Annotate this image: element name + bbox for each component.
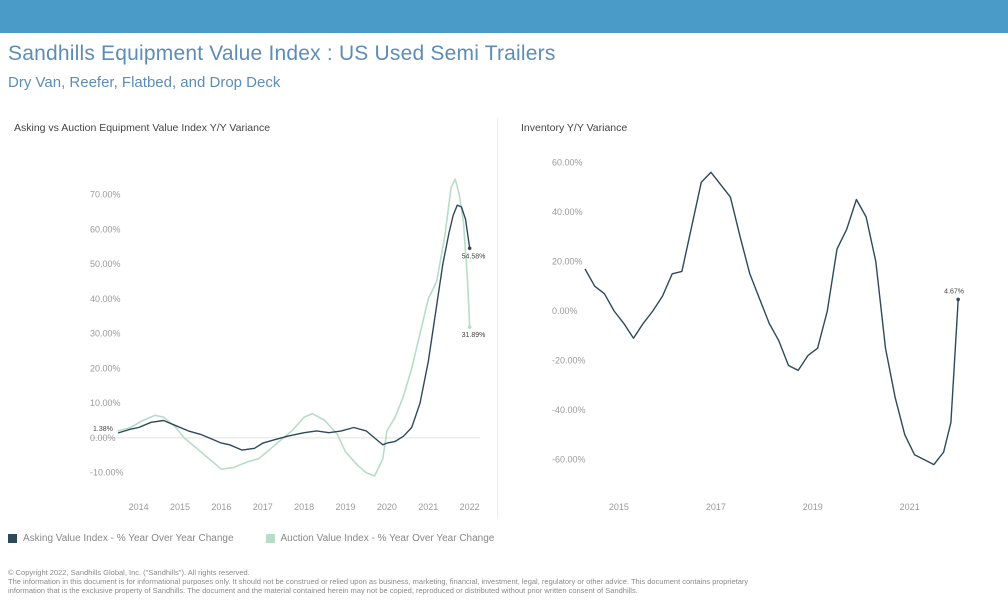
- left-ytick-label: 70.00%: [90, 190, 121, 200]
- legend-swatch-auction: [265, 534, 275, 543]
- footer-line-3: information that is the exclusive proper…: [8, 586, 638, 595]
- legend-item-asking[interactable]: Asking Value Index - % Year Over Year Ch…: [8, 533, 234, 544]
- right-xtick-label: 2021: [900, 502, 920, 512]
- right-ytick-label: -60.00%: [552, 455, 586, 465]
- panel-divider: [497, 118, 498, 518]
- left-xtick-label: 2022: [460, 502, 480, 512]
- right-data-label-inventory: 4.67%: [944, 288, 964, 295]
- left-ytick-label: 20.00%: [90, 363, 121, 373]
- legend-item-auction[interactable]: Auction Value Index - % Year Over Year C…: [265, 533, 495, 544]
- left-data-label-asking: 54.58%: [462, 253, 486, 260]
- left-xtick-label: 2015: [170, 502, 190, 512]
- right-xtick-label: 2015: [609, 502, 629, 512]
- right-chart-title: Inventory Y/Y Variance: [521, 122, 628, 134]
- left-data-label-start: 1.38%: [93, 426, 113, 433]
- legend-label-asking: Asking Value Index - % Year Over Year Ch…: [23, 533, 234, 544]
- left-chart-title: Asking vs Auction Equipment Value Index …: [14, 122, 271, 134]
- right-ytick-label: -20.00%: [552, 356, 586, 366]
- inventory-series-end-point: [956, 297, 960, 302]
- chart-legend: Asking Value Index - % Year Over Year Ch…: [8, 533, 526, 544]
- left-xtick-label: 2017: [253, 502, 273, 512]
- left-ytick-label: 0.00%: [90, 433, 116, 443]
- left-ytick-label: 30.00%: [90, 329, 121, 339]
- legend-label-auction: Auction Value Index - % Year Over Year C…: [280, 533, 495, 544]
- page-subtitle: Dry Van, Reefer, Flatbed, and Drop Deck: [8, 74, 281, 91]
- left-ytick-label: 50.00%: [90, 259, 121, 269]
- left-data-label-auction: 31.89%: [462, 332, 486, 339]
- left-ytick-label: -10.00%: [90, 468, 124, 478]
- left-xtick-label: 2021: [418, 502, 438, 512]
- left-xtick-label: 2018: [294, 502, 314, 512]
- left-xtick-label: 2016: [211, 502, 231, 512]
- right-ytick-label: 40.00%: [552, 207, 583, 217]
- left-ytick-label: 40.00%: [90, 294, 121, 304]
- asking-series-line: [117, 204, 471, 451]
- copyright-footer: © Copyright 2022, Sandhills Global, Inc.…: [8, 568, 998, 595]
- page-title: Sandhills Equipment Value Index : US Use…: [8, 42, 556, 65]
- auction-series-end-point: [467, 325, 472, 329]
- left-xtick-label: 2019: [336, 502, 356, 512]
- right-ytick-label: -40.00%: [552, 405, 586, 415]
- left-xtick-label: 2020: [377, 502, 397, 512]
- inventory-series-line: [584, 171, 959, 466]
- right-ytick-label: 60.00%: [552, 157, 583, 167]
- left-xtick-label: 2014: [129, 502, 149, 512]
- legend-swatch-asking: [8, 534, 17, 543]
- right-xtick-label: 2019: [803, 502, 823, 512]
- top-banner: [0, 0, 1008, 33]
- footer-line-1: © Copyright 2022, Sandhills Global, Inc.…: [8, 568, 250, 577]
- right-xtick-label: 2017: [706, 502, 726, 512]
- asking-series-end-point: [467, 246, 472, 251]
- auction-series-line: [117, 178, 471, 477]
- left-ytick-label: 10.00%: [90, 398, 121, 408]
- footer-line-2: The information in this document is for …: [8, 577, 749, 586]
- right-ytick-label: 20.00%: [552, 256, 583, 266]
- left-ytick-label: 60.00%: [90, 224, 121, 234]
- right-ytick-label: 0.00%: [552, 306, 578, 316]
